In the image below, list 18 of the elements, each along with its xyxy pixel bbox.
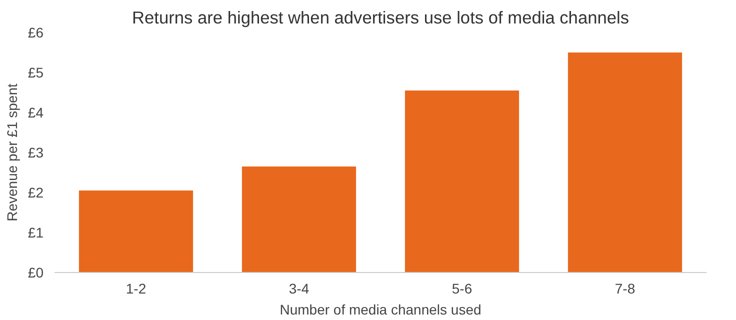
x-tick-label: 7-8 bbox=[614, 280, 636, 296]
bar bbox=[78, 190, 194, 272]
y-tick-label: £1 bbox=[28, 224, 44, 240]
x-tick-label: 3-4 bbox=[288, 280, 310, 296]
y-tick-label: £3 bbox=[28, 144, 44, 160]
y-axis-title: Revenue per £1 spent bbox=[4, 84, 20, 222]
y-tick-label: £6 bbox=[28, 24, 44, 40]
x-tick-label: 5-6 bbox=[452, 280, 472, 296]
x-tick-label: 1-2 bbox=[126, 280, 146, 296]
y-tick-label: £2 bbox=[28, 184, 44, 200]
bar bbox=[568, 52, 682, 272]
x-axis-title: Number of media channels used bbox=[280, 302, 482, 318]
chart-title: Returns are highest when advertisers use lots of media channels bbox=[132, 8, 630, 28]
y-tick-label: £4 bbox=[28, 104, 44, 120]
bar bbox=[242, 166, 356, 272]
y-tick-label: £5 bbox=[28, 64, 44, 80]
y-tick-label: £0 bbox=[28, 264, 44, 280]
bar bbox=[404, 90, 520, 272]
